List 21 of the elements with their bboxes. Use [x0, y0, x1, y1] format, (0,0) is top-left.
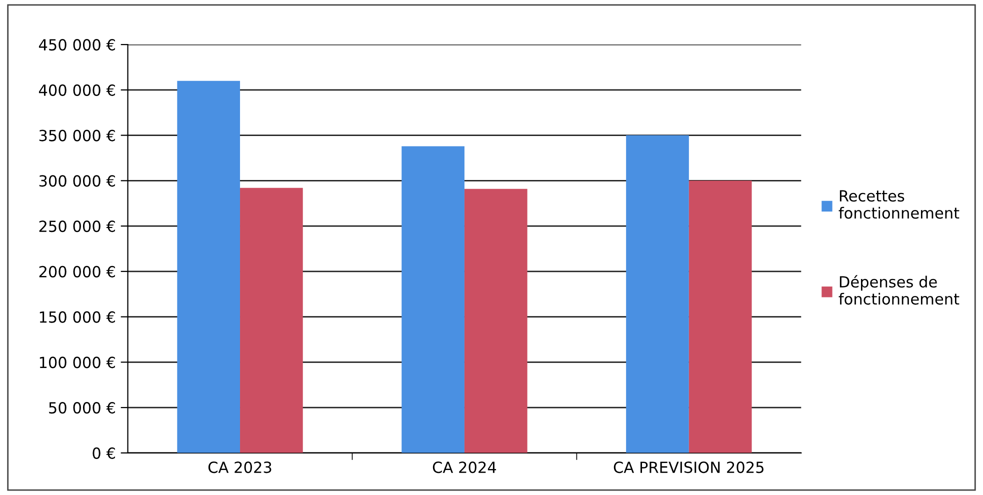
y-tick-label: 350 000 € — [39, 130, 115, 142]
y-tick-label: 150 000 € — [40, 311, 115, 323]
bar — [177, 80, 240, 453]
y-tick-label: 400 000 € — [38, 84, 115, 96]
y-tick-label: 50 000 € — [49, 402, 115, 414]
bar — [626, 135, 689, 453]
x-tick-label: CA 2024 — [432, 462, 496, 474]
x-tick-label: CA PREVISION 2025 — [614, 462, 764, 474]
legend-label: Recettes fonctionnement — [838, 190, 960, 219]
y-tick-label: 0 € — [92, 447, 115, 459]
bar — [240, 188, 303, 453]
legend-label: Dépenses de fonctionnement — [838, 275, 960, 305]
bar — [688, 180, 752, 453]
bar — [402, 146, 464, 453]
bar — [464, 188, 528, 453]
y-tick-label: 250 000 € — [39, 220, 115, 232]
y-tick-label: 300 000 € — [39, 175, 115, 187]
y-tick-label: 450 000 € — [38, 39, 115, 51]
y-tick-label: 100 000 € — [40, 356, 115, 368]
x-tick-label: CA 2023 — [208, 462, 272, 474]
y-tick-label: 200 000 € — [39, 266, 115, 278]
